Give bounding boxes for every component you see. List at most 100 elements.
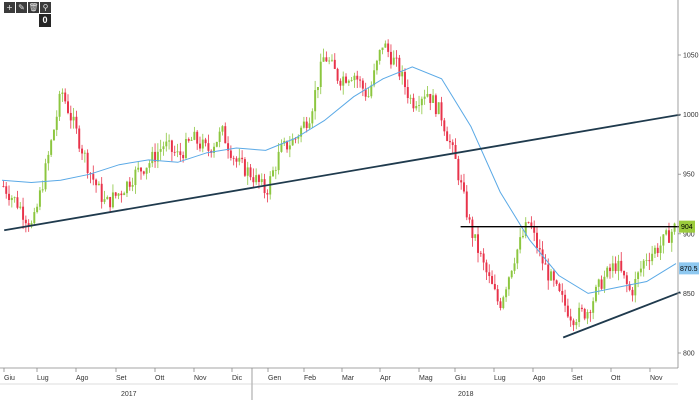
candle-body	[215, 141, 218, 147]
candle	[187, 137, 190, 143]
candle	[44, 158, 47, 192]
candle-body	[109, 197, 112, 208]
candle	[13, 196, 16, 203]
candle-body	[170, 140, 173, 152]
candle	[645, 253, 648, 266]
candle-body	[50, 140, 53, 155]
candle-body	[448, 140, 451, 143]
candle	[75, 110, 78, 134]
candle	[575, 319, 578, 330]
candle-body	[148, 163, 151, 168]
candle	[432, 89, 435, 104]
candle	[67, 94, 69, 115]
x-tick-label: Ott	[155, 375, 164, 382]
candle-body	[611, 263, 614, 272]
last-price-box	[679, 220, 695, 233]
candle-body	[645, 260, 648, 262]
x-tick-label: Nov	[650, 375, 663, 382]
candle-body	[597, 279, 600, 287]
candle-body	[634, 278, 637, 296]
zoom-icon[interactable]: ⚲	[40, 2, 51, 13]
candle	[356, 70, 359, 89]
candle	[241, 150, 244, 164]
candle-body	[255, 175, 258, 183]
candle-body	[229, 150, 232, 158]
toolbar-badge[interactable]: 0	[39, 14, 51, 27]
candle-body	[594, 286, 597, 302]
candle-body	[614, 263, 617, 272]
candle-body	[187, 139, 190, 141]
candle	[95, 178, 98, 193]
candle-body	[2, 186, 5, 187]
candle-body	[58, 93, 61, 117]
candle	[19, 202, 22, 210]
candle	[196, 130, 199, 150]
candle	[460, 174, 463, 190]
candle-body	[575, 322, 578, 326]
candle-body	[555, 280, 558, 284]
candle	[448, 134, 451, 149]
candle	[558, 282, 561, 293]
candle	[373, 63, 376, 88]
crosshair-icon[interactable]: +	[4, 2, 15, 13]
candle-body	[538, 248, 541, 250]
candle	[311, 108, 314, 128]
candle	[204, 137, 207, 147]
candle-body	[319, 61, 322, 87]
candle-body	[566, 305, 569, 317]
candle	[502, 295, 505, 310]
pencil-icon[interactable]: ✎	[16, 2, 27, 13]
year-label-2017: 2017	[121, 391, 137, 398]
candle-body	[350, 80, 353, 81]
candle	[347, 79, 350, 86]
candle-body	[418, 105, 421, 107]
y-tick-label: 950	[683, 172, 695, 179]
candle	[578, 302, 581, 327]
candle-body	[286, 140, 289, 150]
candle	[468, 214, 471, 224]
candle	[569, 308, 572, 327]
candle-body	[168, 140, 171, 142]
candle-body	[361, 80, 364, 89]
candle-body	[252, 177, 255, 183]
candle-body	[277, 151, 280, 171]
candle	[266, 189, 269, 203]
candle-body	[631, 289, 634, 296]
candle-body	[392, 57, 395, 65]
candle-body	[620, 260, 623, 271]
candle-body	[156, 151, 159, 162]
candle-body	[656, 247, 659, 254]
candle	[665, 228, 668, 236]
candle	[561, 283, 564, 303]
candle-body	[140, 167, 142, 172]
candle-body	[134, 169, 137, 186]
candle	[564, 289, 567, 313]
candle	[193, 126, 196, 141]
candle-body	[639, 268, 642, 273]
candle	[165, 132, 168, 152]
candle-body	[260, 179, 263, 182]
candle	[653, 245, 656, 259]
candle	[210, 149, 213, 158]
candle-body	[38, 190, 41, 207]
candle-body	[117, 193, 120, 196]
candle	[151, 146, 154, 168]
candle	[648, 252, 651, 270]
candle	[367, 88, 370, 98]
y-axis: 800 850 900 950 1000 1050	[677, 0, 699, 368]
candle	[420, 96, 423, 115]
candle	[589, 309, 592, 322]
x-tick-label: Ott	[611, 375, 620, 382]
candle	[173, 145, 176, 157]
candle	[493, 274, 496, 291]
candle-body	[314, 90, 317, 112]
candle-body	[201, 139, 204, 149]
candle-body	[600, 279, 603, 289]
candle-body	[488, 272, 491, 277]
candle-body	[578, 307, 581, 323]
trash-icon[interactable]: 🗑	[28, 2, 39, 13]
candle	[283, 137, 286, 147]
candle	[342, 71, 345, 95]
candle-body	[123, 193, 126, 196]
candle-body	[530, 222, 533, 228]
